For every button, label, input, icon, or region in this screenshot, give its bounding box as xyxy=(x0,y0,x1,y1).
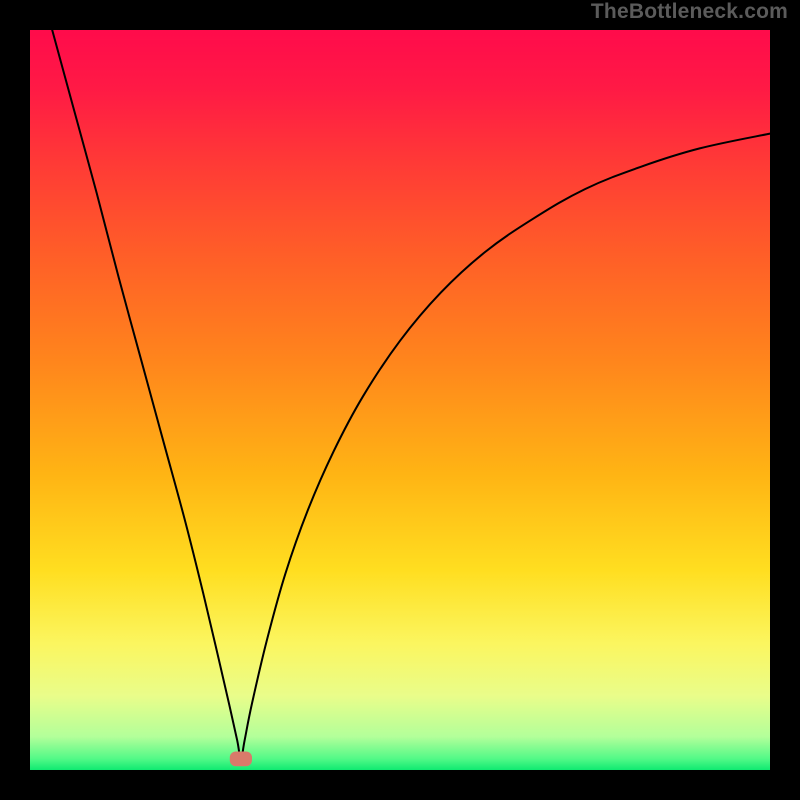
chart-gradient-bg xyxy=(30,30,770,770)
optimal-point-marker xyxy=(230,752,252,767)
bottleneck-chart xyxy=(0,0,800,800)
stage: TheBottleneck.com xyxy=(0,0,800,800)
watermark-text: TheBottleneck.com xyxy=(591,0,788,24)
